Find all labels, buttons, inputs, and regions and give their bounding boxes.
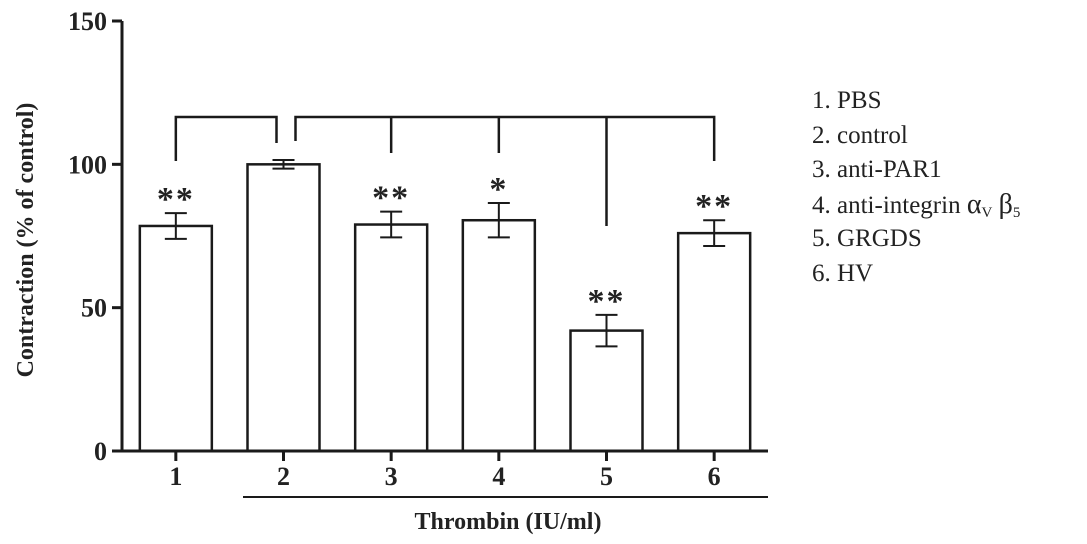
legend-text: control <box>837 121 908 149</box>
x-tick-label: 6 <box>708 462 721 491</box>
legend-item-3: 3. anti-PAR1 <box>812 153 1020 188</box>
legend-text: HV <box>837 259 874 287</box>
legend-num: 1. <box>812 87 831 114</box>
x-tick-label: 2 <box>277 462 290 491</box>
significance-label: ** <box>695 188 733 225</box>
bar-6 <box>676 231 752 453</box>
beta-subscript: 5 <box>1012 204 1021 221</box>
bar-1 <box>138 224 214 453</box>
legend-item-5: 5. GRGDS <box>812 222 1020 257</box>
legend-item-4: 4. anti-integrin αV β5 <box>812 188 1020 223</box>
x-tick-label: 4 <box>492 462 505 491</box>
y-axis: 0 50 100 150 <box>68 7 124 466</box>
legend-num: 2. <box>812 121 831 149</box>
legend-text: anti-integrin <box>837 191 961 219</box>
legend: 1. PBS 2. control 3. anti-PAR1 4. anti-i… <box>812 84 1020 291</box>
significance-label: * <box>489 171 508 208</box>
y-tick-label: 0 <box>94 437 107 466</box>
y-tick-label: 150 <box>68 7 107 36</box>
legend-num: 6. <box>812 259 831 287</box>
y-tick-label: 100 <box>68 150 107 179</box>
bracket-1-vs-2 <box>174 115 278 161</box>
significance-label: ** <box>157 181 195 218</box>
comparison-brackets <box>174 115 716 226</box>
alpha-subscript: V <box>981 204 993 221</box>
bar-4 <box>461 218 537 453</box>
legend-text: anti-PAR1 <box>837 156 942 183</box>
legend-num: 5. <box>812 225 831 252</box>
bars: ** ** ***** <box>138 159 752 453</box>
bar-2 <box>246 163 321 453</box>
alpha-symbol: α <box>966 188 982 220</box>
legend-text: PBS <box>837 87 882 114</box>
significance-label: ** <box>372 180 410 217</box>
bar-3 <box>353 223 429 453</box>
x-tick-label: 5 <box>600 462 613 491</box>
x-group-label: Thrombin (IU/ml) <box>415 509 602 535</box>
legend-item-2: 2. control <box>812 119 1020 154</box>
y-tick-label: 50 <box>81 294 107 323</box>
x-axis: 1 2 3 4 5 6 <box>122 449 768 491</box>
bar-5 <box>569 329 644 453</box>
beta-symbol: β <box>998 188 1013 220</box>
legend-num: 4. <box>812 191 831 219</box>
legend-text: GRGDS <box>837 225 922 252</box>
legend-item-1: 1. PBS <box>812 84 1020 119</box>
x-tick-label: 1 <box>169 462 182 491</box>
legend-num: 3. <box>812 156 831 183</box>
significance-label: ** <box>588 283 626 320</box>
x-tick-label: 3 <box>385 462 398 491</box>
bracket-2-vs-others <box>294 115 716 161</box>
y-axis-label: Contraction (% of control) <box>13 103 39 378</box>
legend-item-6: 6. HV <box>812 257 1020 292</box>
